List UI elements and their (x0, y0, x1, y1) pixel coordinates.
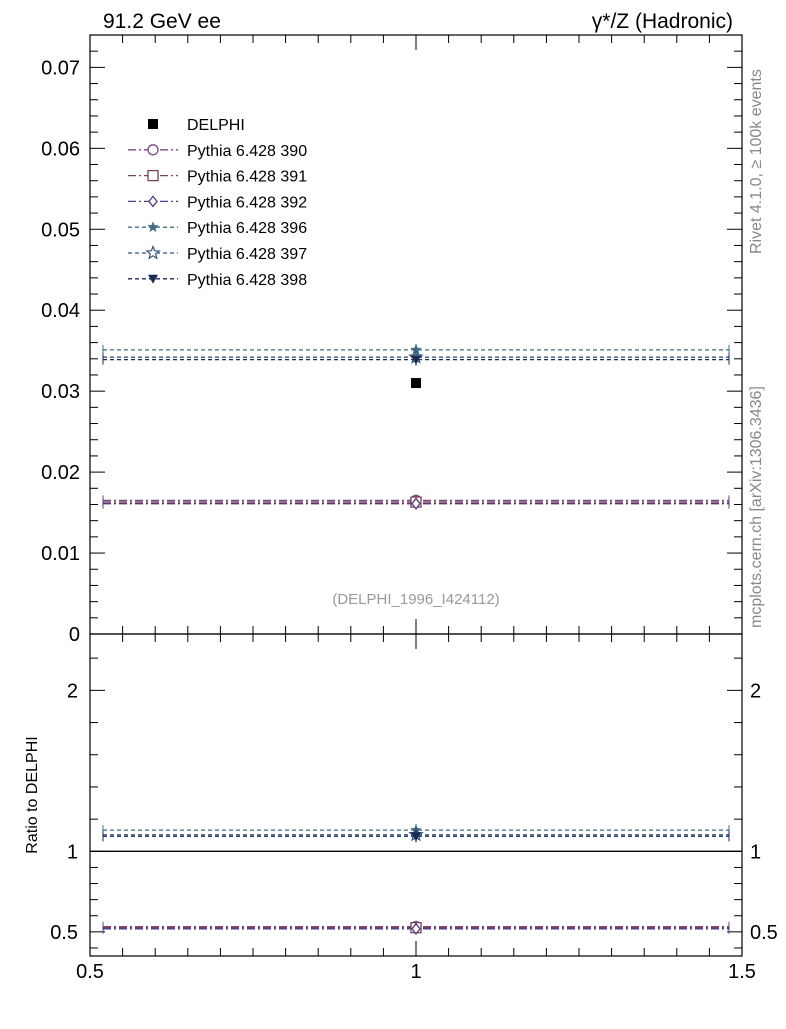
main-y-tick-label-3: 0.03 (41, 381, 80, 403)
main-y-tick-label-4: 0.04 (41, 300, 80, 322)
ratio-y-tick-label-left-1: 1 (67, 841, 78, 863)
legend-label-390: Pythia 6.428 390 (187, 143, 307, 160)
ratio-y-tick-label-right-0: 0.5 (750, 922, 778, 944)
legend-symbol-delphi (148, 119, 158, 129)
legend-item-392: Pythia 6.428 392 (128, 194, 307, 211)
legend-symbol-397 (145, 244, 161, 260)
legend-item-396: Pythia 6.428 396 (128, 220, 307, 237)
main-y-tick-label-5: 0.05 (41, 219, 80, 241)
main-y-tick-label-1: 0.01 (41, 543, 80, 565)
legend-label-396: Pythia 6.428 396 (187, 220, 307, 237)
legend-item-391: Pythia 6.428 391 (128, 169, 307, 186)
main-y-tick-label-6: 0.06 (41, 138, 80, 160)
x-tick-label-1: 1 (410, 961, 421, 983)
ratio-y-axis-label: Ratio to DELPHI (24, 736, 41, 853)
ratio-y-tick-label-left-2: 2 (67, 680, 78, 702)
legend-symbol-391 (147, 169, 159, 182)
source-label: mcplots.cern.ch [arXiv:1306.3436] (748, 386, 765, 628)
main-y-tick-label-7: 0.07 (41, 57, 80, 79)
main-series-point-392 (411, 497, 421, 510)
main-y-tick-label-2: 0.02 (41, 462, 80, 484)
ratio-y-tick-label-left-0: 0.5 (50, 922, 78, 944)
legend-item-397: Pythia 6.428 397 (128, 244, 307, 263)
legend-symbol-390 (147, 144, 159, 156)
legend-item-398: Pythia 6.428 398 (128, 272, 307, 289)
header-left-label: 91.2 GeV ee (103, 10, 221, 33)
legend-symbol-396 (147, 221, 159, 233)
analysis-id-label: (DELPHI_1996_I424112) (332, 591, 499, 608)
header-right-label: γ*/Z (Hadronic) (592, 10, 733, 33)
legend-label-delphi: DELPHI (187, 117, 245, 134)
legend: DELPHI Pythia 6.428 390 Pythia 6.428 391… (128, 117, 307, 289)
ratio-plot-frame (89, 633, 743, 957)
ratio-y-tick-label-right-1: 1 (750, 841, 761, 863)
main-series-point-398 (411, 355, 421, 365)
x-tick-label-2: 1.5 (728, 961, 756, 983)
legend-symbol-398 (148, 274, 158, 284)
ratio-y-tick-label-right-2: 2 (750, 680, 761, 702)
legend-item-390: Pythia 6.428 390 (128, 143, 307, 160)
legend-label-397: Pythia 6.428 397 (187, 246, 307, 263)
main-data-point-delphi (411, 378, 421, 389)
legend-label-391: Pythia 6.428 391 (187, 169, 307, 186)
legend-label-392: Pythia 6.428 392 (187, 194, 307, 211)
ratio-series-point-392 (411, 922, 421, 935)
ratio-series-point-398 (411, 832, 421, 842)
legend-item-delphi: DELPHI (148, 117, 245, 134)
legend-symbol-392 (148, 195, 158, 208)
rivet-version-label: Rivet 4.1.0, ≥ 100k events (748, 69, 765, 254)
main-y-tick-label-0: 0 (69, 624, 80, 646)
x-tick-label-0: 0.5 (76, 961, 104, 983)
legend-label-398: Pythia 6.428 398 (187, 272, 307, 289)
